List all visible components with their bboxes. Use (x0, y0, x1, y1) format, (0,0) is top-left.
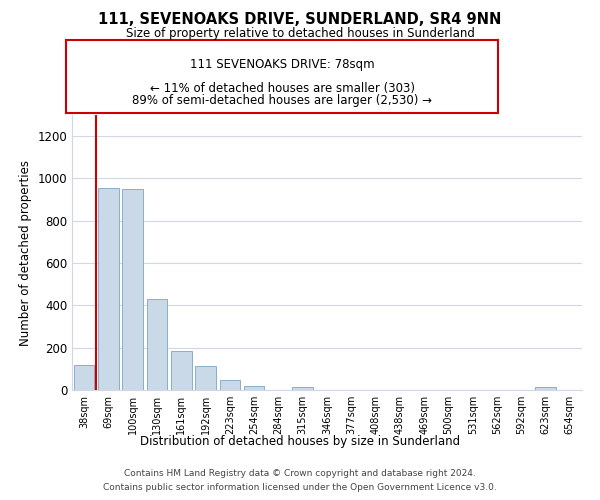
Bar (292, 387, 313, 390)
Bar (122, 189, 143, 390)
Text: 89% of semi-detached houses are larger (2,530) →: 89% of semi-detached houses are larger (… (132, 94, 432, 106)
Text: 111, SEVENOAKS DRIVE, SUNDERLAND, SR4 9NN: 111, SEVENOAKS DRIVE, SUNDERLAND, SR4 9N… (98, 12, 502, 28)
Text: Contains public sector information licensed under the Open Government Licence v3: Contains public sector information licen… (103, 484, 497, 492)
Bar (244, 386, 265, 390)
Bar (98, 188, 119, 390)
Text: Size of property relative to detached houses in Sunderland: Size of property relative to detached ho… (125, 28, 475, 40)
Bar (195, 366, 216, 390)
Bar (220, 380, 240, 390)
Text: ← 11% of detached houses are smaller (303): ← 11% of detached houses are smaller (30… (149, 82, 415, 95)
Bar (535, 388, 556, 390)
Text: Distribution of detached houses by size in Sunderland: Distribution of detached houses by size … (140, 435, 460, 448)
Text: 111 SEVENOAKS DRIVE: 78sqm: 111 SEVENOAKS DRIVE: 78sqm (190, 58, 374, 71)
Y-axis label: Number of detached properties: Number of detached properties (19, 160, 32, 346)
Bar (171, 351, 191, 390)
Bar (146, 299, 167, 390)
Bar (74, 364, 94, 390)
Text: Contains HM Land Registry data © Crown copyright and database right 2024.: Contains HM Land Registry data © Crown c… (124, 468, 476, 477)
